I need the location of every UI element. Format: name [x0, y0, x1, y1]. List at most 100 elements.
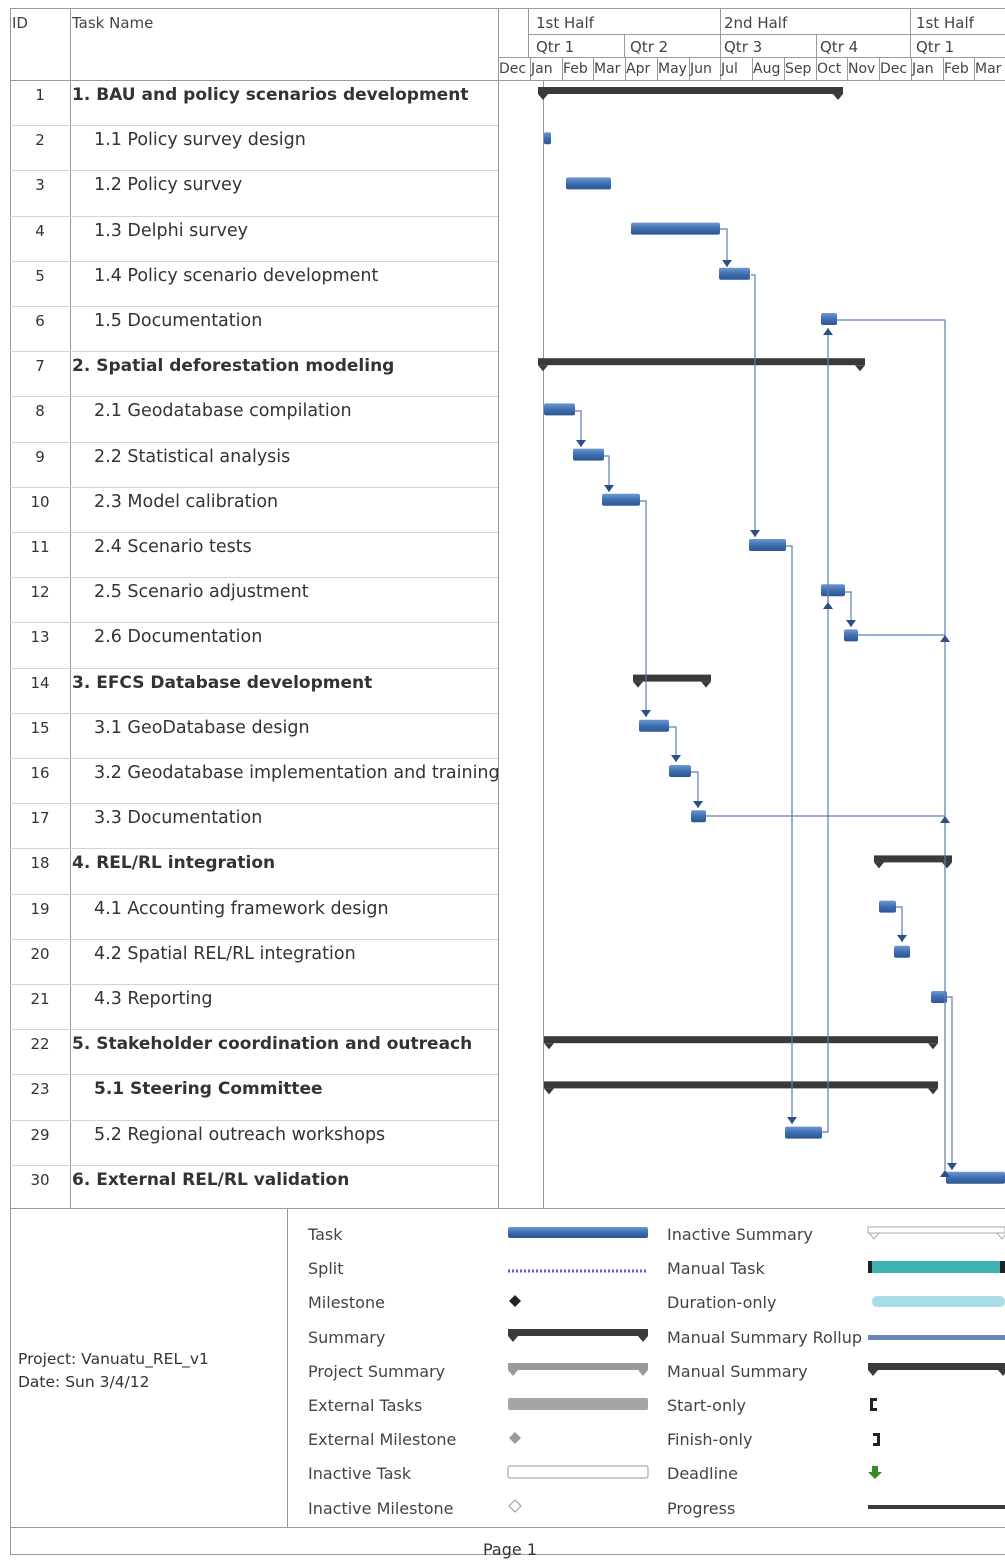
- dependency-link: [822, 328, 829, 1133]
- legend-manual-summary-rollup-symbol: [868, 1335, 1005, 1340]
- summary-bar[interactable]: [544, 1081, 938, 1089]
- task-bar[interactable]: [931, 991, 947, 1003]
- dependency-arrow: [940, 635, 950, 642]
- legend-milestone-symbol: [509, 1295, 521, 1307]
- task-id: 19: [30, 900, 50, 918]
- task-bar[interactable]: [785, 1126, 822, 1139]
- header-bottom-line: [10, 80, 1005, 81]
- task-name: 4.3 Reporting: [94, 989, 213, 1009]
- summary-end-caps: [544, 1088, 938, 1095]
- task-name: 4.2 Spatial REL/RL integration: [94, 944, 356, 964]
- page-number: Page 1: [483, 1540, 537, 1559]
- task-name: 2. Spatial deforestation modeling: [72, 356, 395, 376]
- task-name: 2.1 Geodatabase compilation: [94, 401, 352, 421]
- summary-bar[interactable]: [538, 358, 865, 366]
- task-bar[interactable]: [946, 1171, 1005, 1184]
- dependency-arrow: [576, 440, 586, 447]
- month-label: Oct: [817, 61, 842, 77]
- legend-progress-symbol: [868, 1505, 1005, 1509]
- half-label: 1st Half: [916, 14, 974, 32]
- task-id: 16: [30, 764, 50, 782]
- dependency-link: [575, 410, 582, 447]
- legend-label: Duration-only: [667, 1293, 777, 1312]
- task-name: 2.6 Documentation: [94, 627, 263, 647]
- summary-end-caps: [874, 862, 952, 869]
- task-id: 2: [35, 131, 45, 149]
- task-bar[interactable]: [639, 719, 669, 732]
- task-id: 17: [30, 809, 50, 827]
- task-id: 12: [30, 583, 50, 601]
- task-name-column-header[interactable]: Task Name: [72, 14, 154, 32]
- legend-manual-summary-symbol: [868, 1363, 1005, 1376]
- summary-bar[interactable]: [544, 1036, 938, 1044]
- legend-divider: [287, 1208, 288, 1528]
- task-name: 2.4 Scenario tests: [94, 537, 252, 557]
- quarter-label: Qtr 3: [724, 38, 763, 56]
- task-bar[interactable]: [749, 539, 786, 551]
- quarter-label: Qtr 1: [916, 38, 955, 56]
- legend-external-milestone-symbol: [509, 1432, 521, 1444]
- month-label: Sep: [785, 61, 812, 77]
- dependency-link: [640, 500, 647, 717]
- task-name: 1.5 Documentation: [94, 311, 263, 331]
- task-bar[interactable]: [544, 403, 575, 416]
- task-id: 30: [30, 1171, 50, 1189]
- task-name: 5. Stakeholder coordination and outreach: [72, 1034, 473, 1054]
- task-name: 1. BAU and policy scenarios development: [72, 85, 469, 105]
- legend-task-symbol: [508, 1227, 648, 1238]
- task-bar[interactable]: [894, 945, 910, 958]
- task-name: 6. External REL/RL validation: [72, 1170, 350, 1190]
- quarter-label: Qtr 4: [820, 38, 859, 56]
- task-bar[interactable]: [602, 493, 640, 506]
- task-bar[interactable]: [566, 177, 611, 190]
- month-label: Jun: [690, 61, 712, 77]
- task-id: 1: [35, 86, 45, 104]
- task-bar[interactable]: [821, 313, 837, 325]
- half-label: 1st Half: [536, 14, 594, 32]
- dependency-link: [751, 274, 756, 537]
- summary-bar[interactable]: [633, 674, 711, 682]
- legend-label: External Tasks: [308, 1396, 423, 1415]
- task-bar[interactable]: [844, 629, 858, 642]
- quarter-label: Qtr 1: [536, 38, 575, 56]
- task-name: 2.5 Scenario adjustment: [94, 582, 309, 602]
- summary-bar[interactable]: [538, 87, 843, 94]
- summary-bar[interactable]: [874, 855, 952, 863]
- task-bar[interactable]: [691, 810, 706, 823]
- dependency-arrow: [823, 328, 833, 335]
- task-bar[interactable]: [573, 448, 604, 461]
- month-label: Jan: [531, 61, 553, 77]
- legend-symbols: [507, 1226, 1005, 1513]
- id-column-header[interactable]: ID: [12, 14, 28, 32]
- task-name: 4.1 Accounting framework design: [94, 899, 389, 919]
- dependency-arrow: [641, 710, 651, 717]
- dependency-link: [604, 455, 610, 492]
- legend-inactive-task-symbol: [507, 1465, 649, 1479]
- task-id: 10: [30, 493, 50, 511]
- task-id: 23: [30, 1080, 50, 1098]
- month-label: Nov: [848, 61, 876, 77]
- task-name: 2.3 Model calibration: [94, 492, 279, 512]
- legend-label: Progress: [667, 1499, 736, 1518]
- legend-external-tasks-symbol: [508, 1398, 648, 1410]
- legend-summary-symbol: [508, 1329, 648, 1342]
- half-label: 2nd Half: [724, 14, 788, 32]
- summary-end-caps: [633, 681, 711, 688]
- dependency-arrow: [787, 1117, 797, 1124]
- task-bar[interactable]: [631, 222, 720, 235]
- id-column-divider: [70, 8, 71, 1208]
- timeline-start-line: [543, 80, 544, 1208]
- task-bar[interactable]: [544, 132, 551, 145]
- task-bar[interactable]: [879, 900, 896, 913]
- month-label: Dec: [499, 61, 527, 77]
- dependency-link: [837, 319, 946, 1170]
- task-bar[interactable]: [669, 765, 691, 777]
- legend-finish-only-symbol: [873, 1433, 880, 1446]
- legend-label: Manual Summary: [667, 1362, 808, 1381]
- project-name: Project: Vanuatu_REL_v1: [18, 1350, 209, 1368]
- task-bar[interactable]: [821, 584, 845, 597]
- task-bar[interactable]: [719, 267, 750, 280]
- legend-label: Start-only: [667, 1396, 746, 1415]
- quarter-label: Qtr 2: [630, 38, 669, 56]
- month-label: Apr: [626, 61, 651, 77]
